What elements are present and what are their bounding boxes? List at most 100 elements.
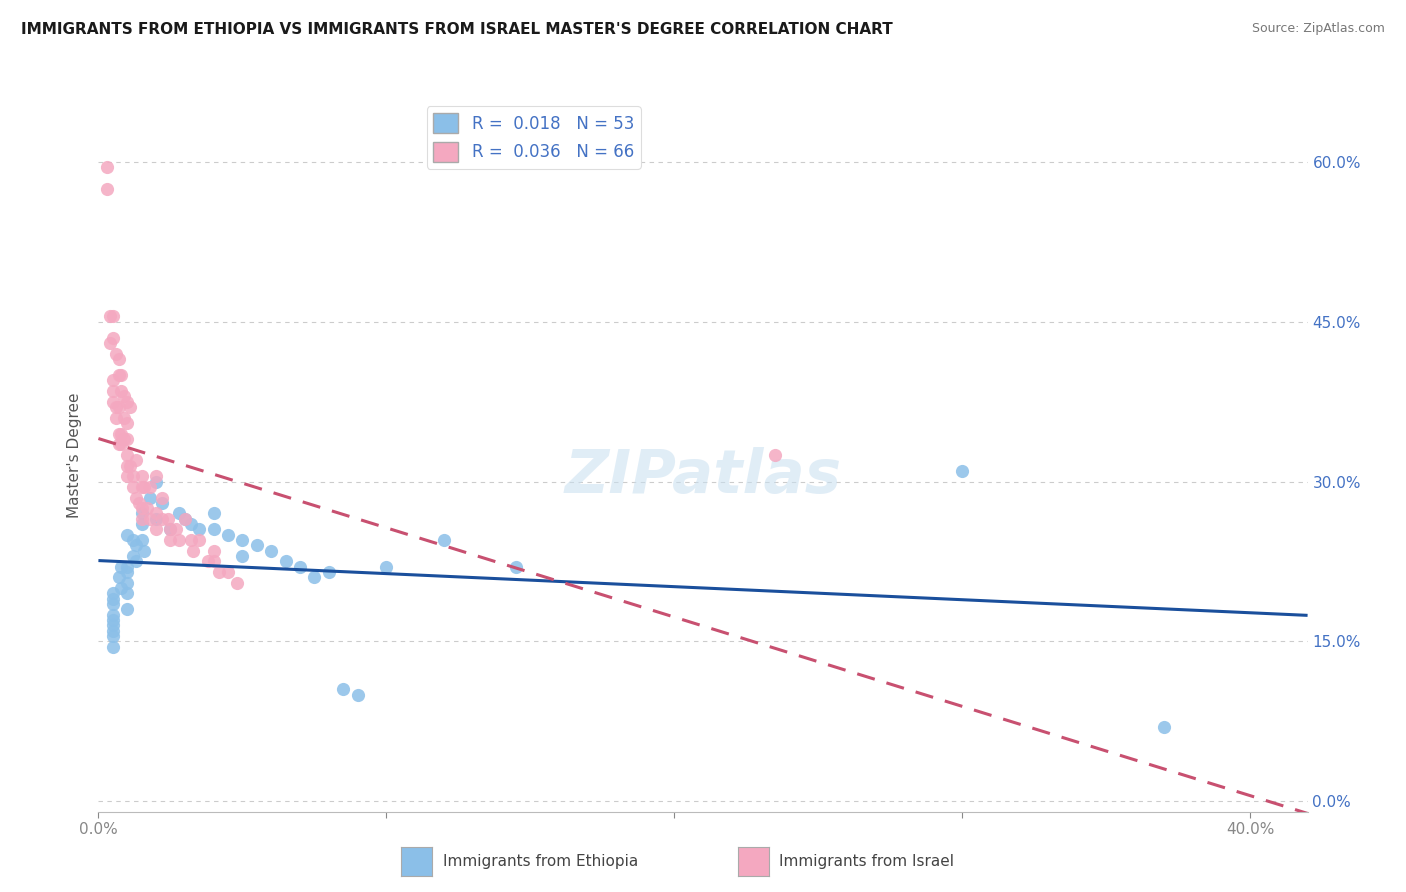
Point [188,533,211,548]
Point [122,549,145,563]
Point [115,559,138,574]
Point [125,554,148,568]
Point [101,331,124,345]
Point [115,528,138,542]
Point [110,368,132,382]
Point [112,432,135,446]
Point [197,554,219,568]
Point [183,543,205,558]
Point [304,570,326,584]
Point [145,507,167,521]
Point [101,384,124,398]
Point [145,469,167,483]
Point [110,426,132,441]
Point [260,543,283,558]
Point [115,602,138,616]
Point [110,581,132,595]
Legend: R =  0.018   N = 53, R =  0.036   N = 66: R = 0.018 N = 53, R = 0.036 N = 66 [426,106,641,169]
Point [101,310,124,324]
Point [107,426,129,441]
Point [101,624,124,638]
Point [288,559,311,574]
Point [107,437,129,451]
Point [150,491,173,505]
Point [112,389,135,403]
Point [150,512,173,526]
Point [120,400,142,414]
Point [332,682,354,697]
Point [115,586,138,600]
Point [246,538,269,552]
Point [180,533,202,548]
Point [110,384,132,398]
Point [96,181,118,195]
Text: Immigrants from Israel: Immigrants from Israel [779,855,953,869]
Point [217,528,239,542]
Point [125,538,148,552]
Point [107,400,129,414]
Text: IMMIGRANTS FROM ETHIOPIA VS IMMIGRANTS FROM ISRAEL MASTER'S DEGREE CORRELATION C: IMMIGRANTS FROM ETHIOPIA VS IMMIGRANTS F… [21,22,893,37]
Point [202,507,225,521]
Point [101,618,124,632]
Text: Immigrants from Ethiopia: Immigrants from Ethiopia [443,855,638,869]
Point [122,469,145,483]
Point [104,400,127,414]
Point [131,501,153,516]
Point [101,629,124,643]
Point [101,586,124,600]
Point [112,410,135,425]
Point [274,554,297,568]
Point [107,352,129,367]
Point [104,410,127,425]
Point [231,549,253,563]
Point [139,512,162,526]
Point [134,543,156,558]
Point [375,559,398,574]
Point [159,523,181,537]
Point [505,559,527,574]
Point [136,501,159,516]
Point [96,161,118,175]
Point [131,512,153,526]
Point [115,416,138,430]
Point [115,432,138,446]
Point [202,543,225,558]
Point [131,480,153,494]
Point [167,507,190,521]
Point [131,517,153,532]
Point [180,517,202,532]
Point [217,565,239,579]
Point [101,613,124,627]
Point [167,533,190,548]
Point [115,565,138,579]
Point [950,464,973,478]
Point [115,458,138,473]
Point [115,394,138,409]
Point [125,491,148,505]
Point [110,437,132,451]
Point [101,373,124,387]
Point [131,469,153,483]
Point [107,368,129,382]
Point [115,469,138,483]
Point [115,575,138,590]
Point [159,533,181,548]
Point [98,310,121,324]
Y-axis label: Master's Degree: Master's Degree [67,392,83,517]
Point [1153,719,1175,733]
Point [131,507,153,521]
Point [145,512,167,526]
Text: Source: ZipAtlas.com: Source: ZipAtlas.com [1251,22,1385,36]
Point [318,565,340,579]
Point [101,597,124,611]
Point [208,565,231,579]
Point [125,453,148,467]
Point [104,347,127,361]
Point [101,607,124,622]
Text: ZIPatlas: ZIPatlas [564,447,842,506]
Point [225,575,247,590]
Point [173,512,195,526]
Point [346,688,368,702]
Point [202,523,225,537]
Point [120,458,142,473]
